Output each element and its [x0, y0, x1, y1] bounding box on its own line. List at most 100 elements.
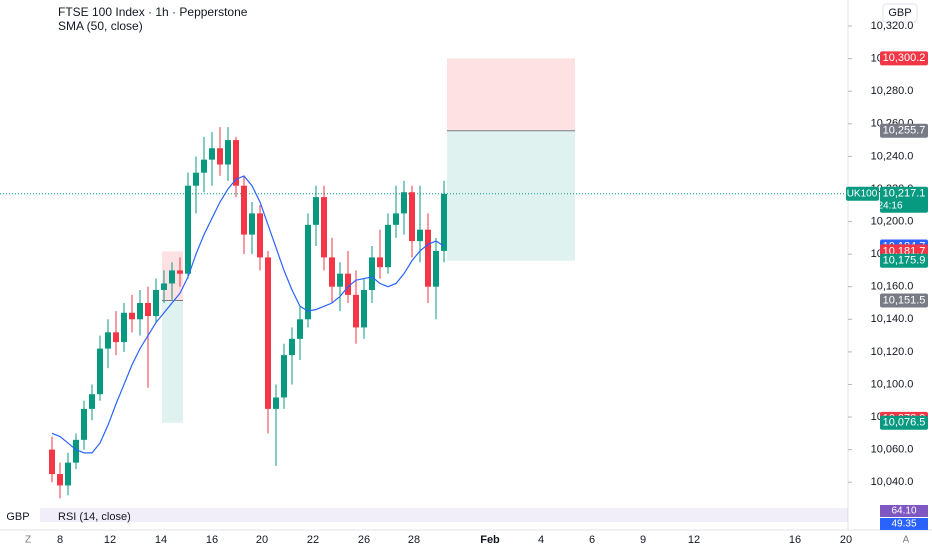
candle-body — [417, 229, 423, 242]
candle-body — [297, 319, 303, 339]
candle-body — [265, 257, 271, 409]
currency-button[interactable] — [882, 3, 918, 23]
candle-body — [425, 229, 431, 287]
candle-body — [249, 213, 255, 235]
x-tick-label: 6 — [589, 534, 595, 546]
indicator-label: SMA (50, close) — [58, 19, 143, 33]
price-tag-label: 10,217.1 — [883, 188, 926, 200]
x-tick-label: 12 — [104, 534, 116, 546]
price-tag — [880, 415, 928, 430]
candle-body — [345, 273, 351, 295]
candle-body — [313, 197, 319, 225]
x-tick-label: 22 — [307, 534, 319, 546]
x-tick-label: Feb — [480, 534, 500, 546]
x-tick-label: 4 — [538, 534, 544, 546]
auto-scale-button[interactable]: A — [903, 535, 910, 546]
y-tick-label: 10,060.0 — [871, 444, 914, 456]
candle-body — [145, 303, 151, 317]
rsi-tag — [880, 505, 928, 517]
currency-label[interactable]: GBP — [888, 7, 911, 19]
rsi-band — [40, 508, 848, 522]
candle-body — [441, 193, 447, 251]
candle-body — [409, 192, 415, 242]
price-tag — [880, 51, 928, 66]
x-tick-label: 16 — [789, 534, 801, 546]
candle-body — [377, 257, 383, 268]
price-tag-label: 10,175.9 — [883, 255, 926, 267]
stop-zone — [447, 58, 575, 131]
candle-body — [209, 148, 215, 160]
price-tag — [880, 123, 928, 138]
candle-body — [337, 273, 343, 287]
y-tick-label: 10,160.0 — [871, 281, 914, 293]
candle-body — [201, 159, 207, 173]
y-tick-label: 10,200.0 — [871, 215, 914, 227]
x-tick-label: 12 — [688, 534, 700, 546]
candle-body — [401, 192, 407, 214]
candle-body — [49, 449, 55, 475]
candle-body — [353, 294, 359, 328]
candle-body — [321, 197, 327, 258]
candle-body — [225, 140, 231, 165]
x-tick-label: 28 — [408, 534, 420, 546]
price-tag — [880, 186, 928, 213]
currency-badge-label: GBP — [6, 511, 29, 523]
candle-body — [305, 224, 311, 320]
candle-body — [65, 462, 71, 486]
candle-body — [113, 332, 119, 343]
rsi-tag-label: 64.10 — [891, 506, 916, 517]
candle-body — [289, 338, 295, 356]
y-tick-label: 10,120.0 — [871, 346, 914, 358]
candle-body — [129, 312, 135, 320]
candle-body — [153, 289, 159, 317]
candle-body — [161, 283, 167, 290]
rsi-tag — [880, 518, 928, 530]
candle-body — [393, 213, 399, 225]
price-tag-label: 10,300.2 — [883, 52, 926, 64]
price-tag — [880, 293, 928, 308]
candle-body — [433, 250, 439, 287]
candle-body — [121, 312, 127, 343]
y-tick-label: 10,320.0 — [871, 20, 914, 32]
candle-body — [89, 394, 95, 409]
x-tick-label: 16 — [206, 534, 218, 546]
plot — [0, 58, 848, 499]
y-tick-label: 10,040.0 — [871, 476, 914, 488]
y-tick-label: 10,100.0 — [871, 378, 914, 390]
x-tick-label: 26 — [358, 534, 370, 546]
x-tick-label: 20 — [256, 534, 268, 546]
candle-body — [185, 185, 191, 274]
x-tick-label: 9 — [640, 534, 646, 546]
candle-body — [177, 270, 183, 274]
sma-line — [51, 175, 445, 454]
price-tag-label: 10,151.5 — [883, 294, 926, 306]
currency-badge — [0, 508, 36, 524]
symbol-tag-label: UK100 — [847, 188, 878, 199]
y-tick-label: 10,280.0 — [871, 85, 914, 97]
x-tick-label: 8 — [57, 534, 63, 546]
candle-body — [97, 348, 103, 395]
price-tag-label: 10,255.7 — [883, 125, 926, 137]
target-zone — [162, 300, 183, 423]
chart-title: FTSE 100 Index · 1h · Pepperstone — [58, 5, 248, 19]
candle-body — [369, 257, 375, 290]
candle-body — [273, 397, 279, 409]
candle-body — [105, 332, 111, 349]
zoom-icon[interactable]: Z — [25, 535, 31, 546]
candle-body — [81, 408, 87, 440]
candle-body — [257, 213, 263, 258]
candle-body — [241, 185, 247, 235]
candle-body — [169, 270, 175, 284]
candle-body — [385, 224, 391, 268]
candle-body — [361, 289, 367, 328]
candle-body — [217, 148, 223, 165]
candle-body — [281, 355, 287, 398]
y-tick-label: 10,140.0 — [871, 313, 914, 325]
candle-body — [193, 172, 199, 186]
candle-body — [73, 439, 79, 463]
candle-body — [233, 140, 239, 186]
rsi-tag-label: 49.35 — [891, 519, 916, 530]
price-tag — [880, 253, 928, 268]
